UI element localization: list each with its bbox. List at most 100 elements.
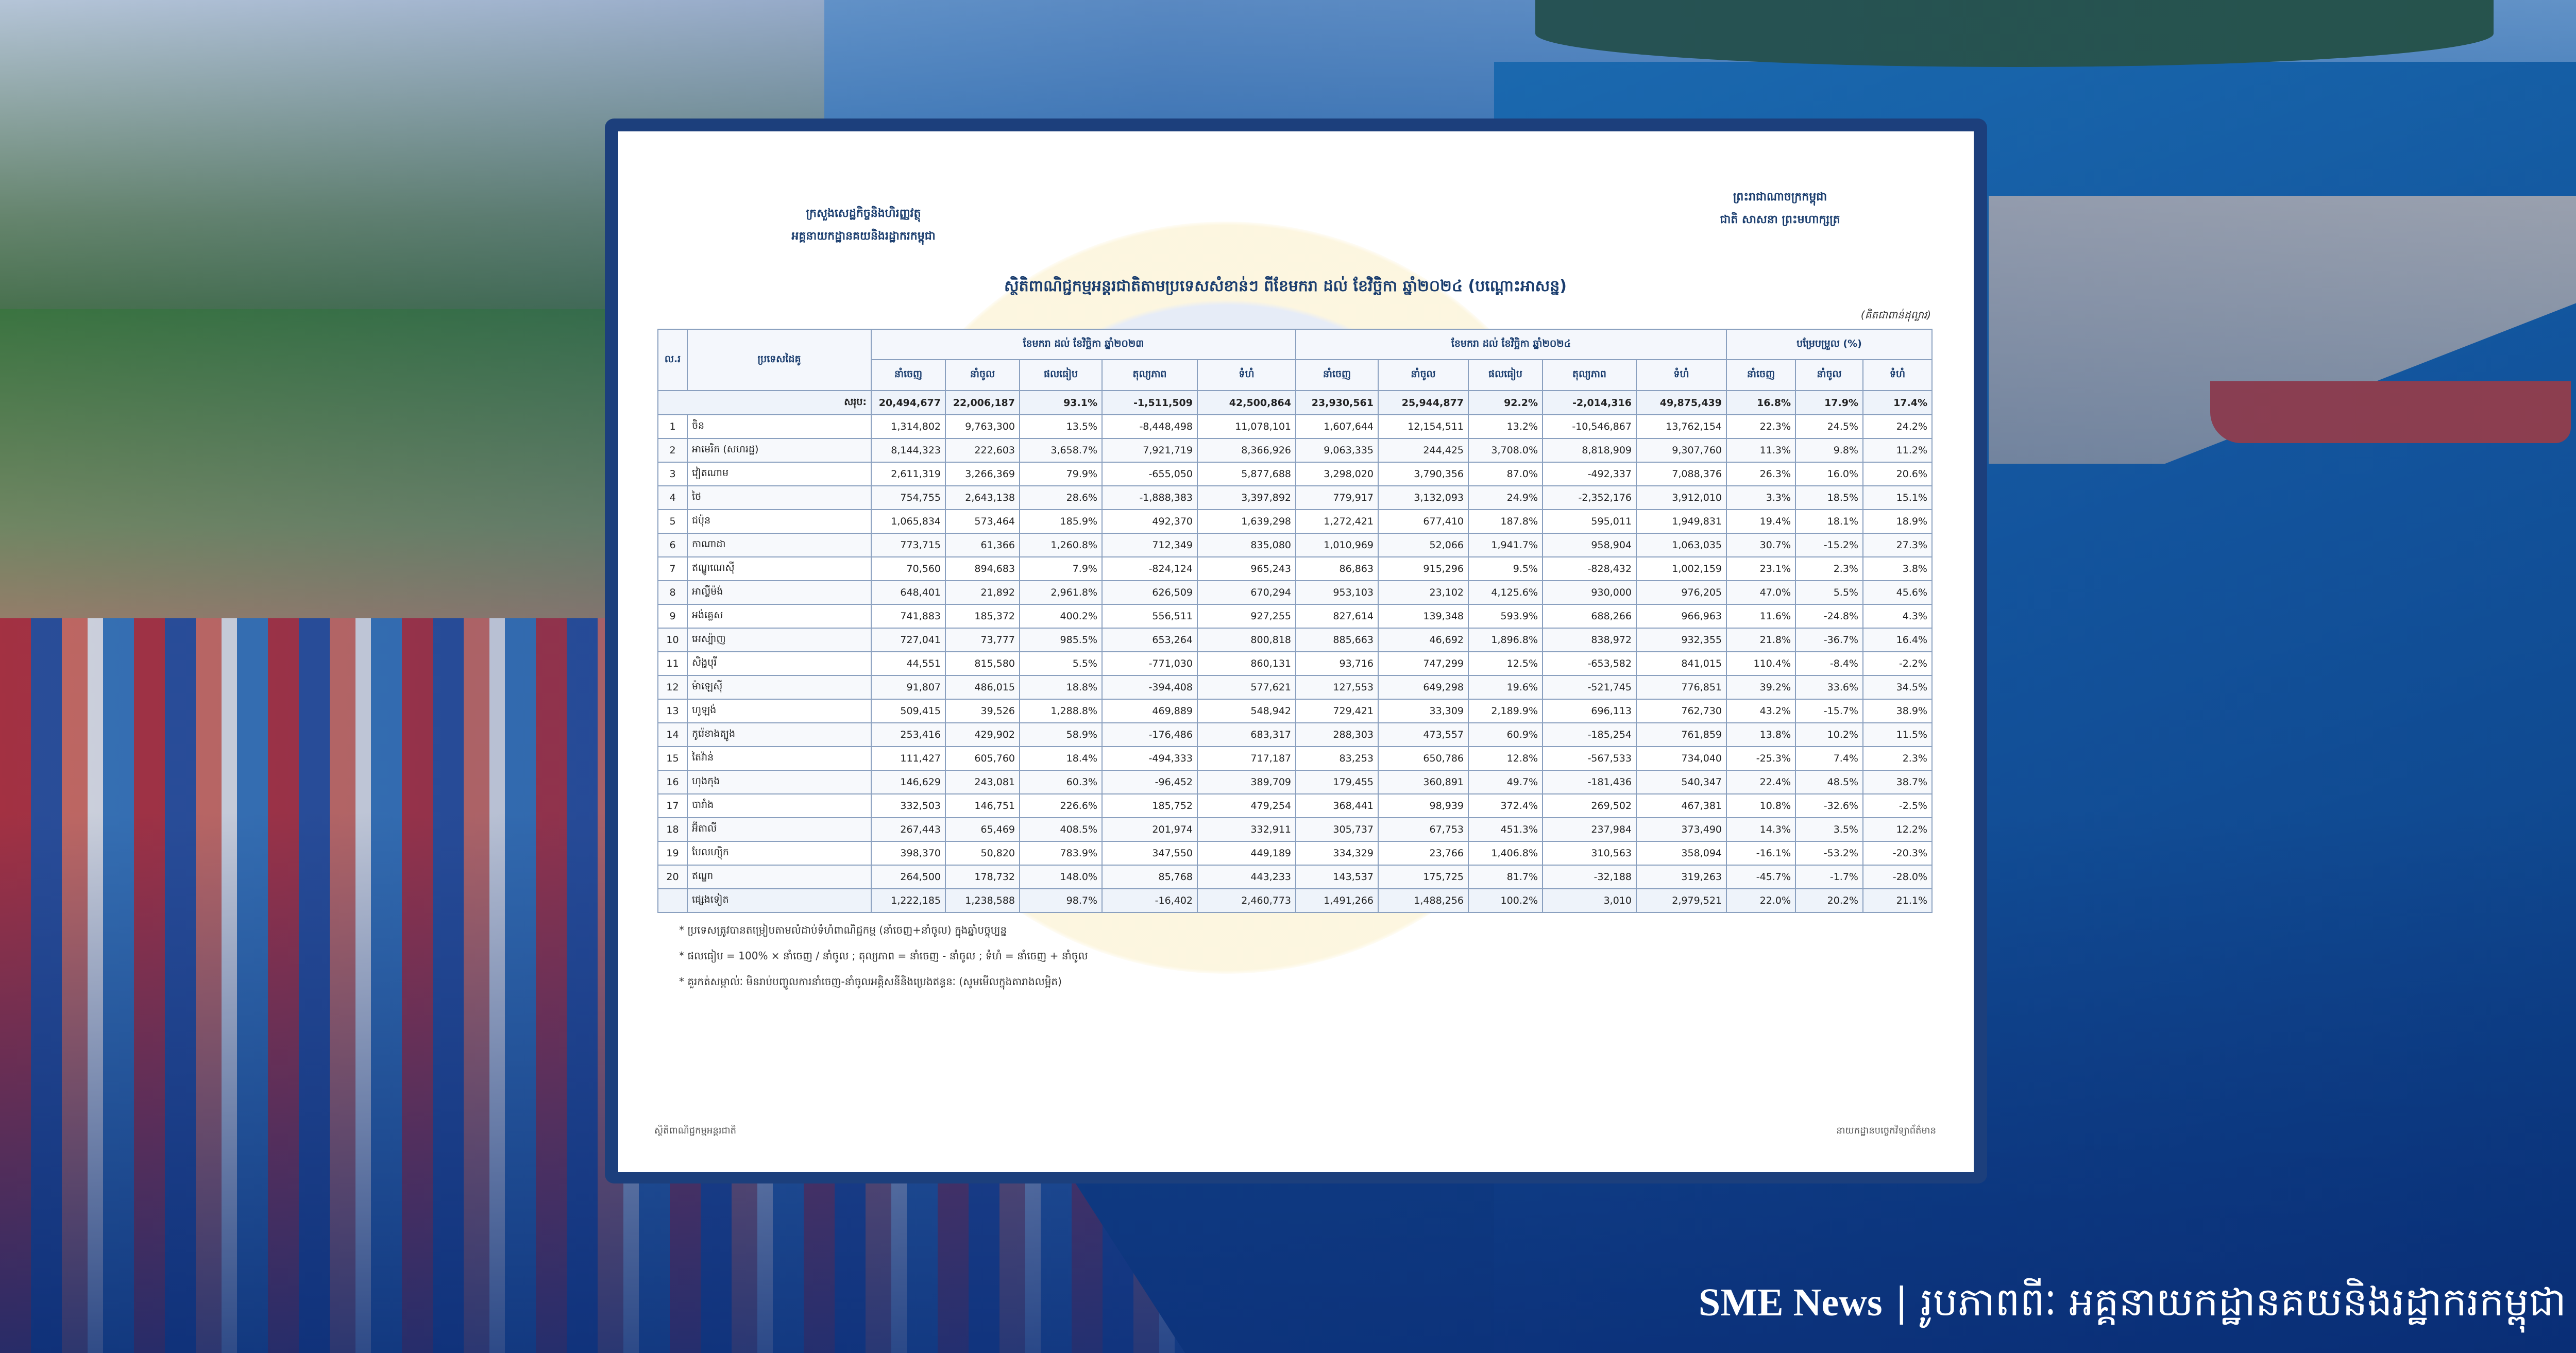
cell: 222,603 <box>945 438 1020 463</box>
cell: 33,309 <box>1378 699 1469 723</box>
cell: -492,337 <box>1542 462 1637 486</box>
sub-column: តុល្យភាព <box>1542 359 1637 391</box>
cell: 13.8% <box>1726 722 1796 747</box>
cell: 915,296 <box>1378 556 1469 581</box>
cell: 1,488,256 <box>1378 888 1469 913</box>
country-row: 16 ហុងកុង 146,629 243,081 60.3% -96,452 389,70… <box>657 770 1933 794</box>
cell: 2.3% <box>1795 556 1863 581</box>
header-row: ល.រ ប្រទេសដៃគូ ខែមករា ដល់ ខែវិច្ឆិកា ឆ្នាំ… <box>657 329 1933 391</box>
sub-column: នាំចេញ <box>871 359 946 391</box>
cell: 1,314,802 <box>871 414 946 439</box>
cell: 5.5% <box>1795 580 1863 605</box>
cell: 3.3% <box>1726 485 1796 510</box>
cell: 185,372 <box>945 604 1020 629</box>
country-row: 5 ជប៉ុន 1,065,834 573,464 185.9% 492,370 1,639… <box>657 509 1933 534</box>
cell: 334,329 <box>1295 841 1379 866</box>
cell: 65,469 <box>945 817 1020 842</box>
cell: 61,366 <box>945 533 1020 557</box>
cell: 49.7% <box>1468 770 1543 794</box>
country-row: 19 បែលហ្ស៊ិក 398,370 50,820 783.9% 347,550 449… <box>657 841 1933 866</box>
country: ឥណ្ឌូណេស៊ី <box>687 556 872 581</box>
cell: 815,580 <box>945 651 1020 676</box>
cell: 24.5% <box>1795 414 1863 439</box>
cell: 3,298,020 <box>1295 462 1379 486</box>
cell: 22.0% <box>1726 888 1796 913</box>
cell: 7.9% <box>1019 556 1103 581</box>
cell: -1,511,509 <box>1101 390 1198 415</box>
cell: 1,238,588 <box>945 888 1020 913</box>
sub-column: ផលធៀប <box>1468 359 1543 391</box>
sub-column: នាំចេញ <box>1295 359 1379 391</box>
cell: 267,443 <box>871 817 946 842</box>
cell: 548,942 <box>1197 699 1296 723</box>
cell: -567,533 <box>1542 746 1637 771</box>
cell: 932,355 <box>1636 628 1727 652</box>
cell: -32,188 <box>1542 865 1637 889</box>
cell: 1,063,035 <box>1636 533 1727 557</box>
cell: 1,406.8% <box>1468 841 1543 866</box>
cell: 773,715 <box>871 533 946 557</box>
row-number: 15 <box>657 746 688 771</box>
cell: 244,425 <box>1378 438 1469 463</box>
ministry: ក្រសួងសេដ្ឋកិច្ចនិងហិរញ្ញវត្ថុ <box>806 207 921 220</box>
cell: 17.9% <box>1795 390 1863 415</box>
cell: 146,751 <box>945 793 1020 818</box>
row-number: 4 <box>657 485 688 510</box>
cell: 9,063,335 <box>1295 438 1379 463</box>
country-row: 17 បារាំង 332,503 146,751 226.6% 185,752 479,2… <box>657 793 1933 818</box>
cell: 5.5% <box>1019 651 1103 676</box>
cell: 347,550 <box>1101 841 1198 866</box>
cell: 22.3% <box>1726 414 1796 439</box>
cell: -53.2% <box>1795 841 1863 866</box>
cell: 727,041 <box>871 628 946 652</box>
cell: 187.8% <box>1468 509 1543 534</box>
cell: 310,563 <box>1542 841 1637 866</box>
cell: 28.6% <box>1019 485 1103 510</box>
cell: 3,708.0% <box>1468 438 1543 463</box>
trade-table: ល.រ ប្រទេសដៃគូ ខែមករា ដល់ ខែវិច្ឆិកា ឆ្នាំ… <box>657 329 1933 913</box>
country-row: 1 ចិន 1,314,802 9,763,300 13.5% -8,448,498 11,… <box>657 414 1933 439</box>
country: ម៉ាឡេស៊ី <box>687 675 872 700</box>
cell: 23,766 <box>1378 841 1469 866</box>
row-number: 19 <box>657 841 688 866</box>
cell: 42,500,864 <box>1197 390 1296 415</box>
country-row: 13 ហូឡង់ 509,415 39,526 1,288.8% 469,889 548,9… <box>657 699 1933 723</box>
cell: 21,892 <box>945 580 1020 605</box>
cell: -8.4% <box>1795 651 1863 676</box>
cell: -655,050 <box>1101 462 1198 486</box>
country-row: 9 អង់គ្លេស 741,883 185,372 400.2% 556,511 927,… <box>657 604 1933 629</box>
row-number: 7 <box>657 556 688 581</box>
cell: 13.2% <box>1468 414 1543 439</box>
cell: 605,760 <box>945 746 1020 771</box>
cell: -828,432 <box>1542 556 1637 581</box>
cell: 443,233 <box>1197 865 1296 889</box>
brand: SME News <box>1698 1281 1883 1324</box>
cell: 3,266,369 <box>945 462 1020 486</box>
cell: 4.3% <box>1862 604 1933 629</box>
country-row: 15 តៃវ៉ាន់ 111,427 605,760 18.4% -494,333 717,… <box>657 746 1933 771</box>
cell: 1,288.8% <box>1019 699 1103 723</box>
cell: 958,904 <box>1542 533 1637 557</box>
cell: 3,790,356 <box>1378 462 1469 486</box>
cell: 451.3% <box>1468 817 1543 842</box>
row-number: 3 <box>657 462 688 486</box>
document-title: ស្ថិតិពាណិជ្ជកម្មអន្តរជាតិតាមប្រទេសសំខាន… <box>1004 277 1567 295</box>
cell: 12.2% <box>1862 817 1933 842</box>
cell: 4,125.6% <box>1468 580 1543 605</box>
cell: 360,891 <box>1378 770 1469 794</box>
cell: 18.4% <box>1019 746 1103 771</box>
cell: 11.6% <box>1726 604 1796 629</box>
row-number: 14 <box>657 722 688 747</box>
row-number <box>657 888 688 913</box>
cell: 965,243 <box>1197 556 1296 581</box>
cell: 9,307,760 <box>1636 438 1727 463</box>
cell: -45.7% <box>1726 865 1796 889</box>
country: កាណាដា <box>687 533 872 557</box>
sub-column: នាំចូល <box>945 359 1020 391</box>
cell: 33.6% <box>1795 675 1863 700</box>
country: ចិន <box>687 414 872 439</box>
country-row: 11 សិង្ហបុរី 44,551 815,580 5.5% -771,030 860,… <box>657 651 1933 676</box>
change-header: បម្រែបម្រួល (%) <box>1726 329 1933 360</box>
cell: 408.5% <box>1019 817 1103 842</box>
sub-column: ទំហំ <box>1197 359 1296 391</box>
